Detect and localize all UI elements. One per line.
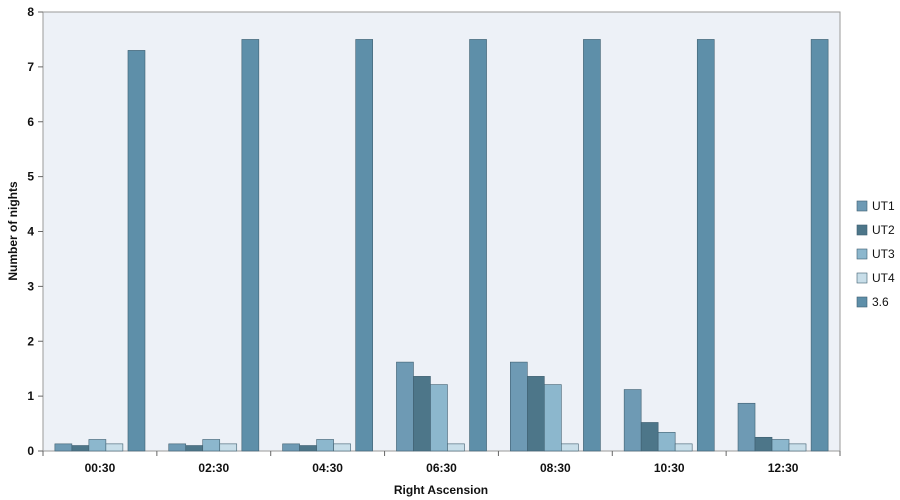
y-tick-label: 6 <box>27 115 34 129</box>
y-tick-label: 5 <box>27 170 34 184</box>
bar-UT1-0030 <box>54 443 73 452</box>
y-tick-label: 1 <box>27 389 34 403</box>
x-tick-label: 02:30 <box>198 461 229 475</box>
bar-UT1-1230 <box>737 402 756 452</box>
bar-UT4-0830 <box>561 443 579 452</box>
x-tick-label: 04:30 <box>312 461 343 475</box>
bar-UT2-0230 <box>185 445 204 452</box>
y-tick-label: 7 <box>27 60 34 74</box>
bar-36-0430 <box>355 39 373 452</box>
bar-UT2-1230 <box>754 436 773 452</box>
bars-group <box>54 39 829 452</box>
x-tick-label: 12:30 <box>768 461 799 475</box>
bar-36-0830 <box>583 39 601 452</box>
bar-UT1-0830 <box>510 361 528 452</box>
x-tick-label: 10:30 <box>654 461 685 475</box>
bar-UT4-0230 <box>219 443 238 452</box>
legend-label: UT1 <box>872 199 895 213</box>
legend-swatch <box>856 200 868 212</box>
legend-swatch <box>856 296 868 308</box>
x-tick-label: 08:30 <box>540 461 571 475</box>
bar-36-0030 <box>127 50 146 452</box>
bar-UT3-0430 <box>316 439 334 452</box>
bar-UT2-0430 <box>299 445 317 452</box>
bar-36-1030 <box>696 39 715 452</box>
bar-UT2-0030 <box>71 445 90 452</box>
legend-label: UT4 <box>872 271 895 285</box>
bar-UT2-0830 <box>527 376 545 452</box>
legend-swatch <box>856 224 868 236</box>
bar-UT3-0830 <box>544 384 562 452</box>
y-axis-title: Number of nights <box>6 181 20 281</box>
y-tick-label: 0 <box>27 444 34 458</box>
y-axis: 0 1 2 3 4 5 6 7 8 <box>27 5 43 458</box>
y-tick-label: 3 <box>27 279 34 293</box>
legend-label: UT3 <box>872 247 895 261</box>
bar-UT3-1230 <box>771 439 790 452</box>
legend: UT1 UT2 UT3 UT4 3.6 <box>856 199 895 309</box>
x-tick-label: 00:30 <box>85 461 116 475</box>
bar-UT3-0030 <box>88 439 107 452</box>
bar-UT2-0630 <box>413 376 431 452</box>
legend-label: 3.6 <box>872 295 889 309</box>
bar-36-0630 <box>469 39 487 452</box>
bar-UT1-1030 <box>623 389 642 452</box>
bar-UT1-0230 <box>168 443 187 452</box>
bar-UT3-0630 <box>430 384 448 452</box>
bar-UT2-1030 <box>640 422 659 452</box>
bar-UT4-0430 <box>333 443 351 452</box>
bar-UT4-1230 <box>788 443 807 452</box>
bar-UT4-0030 <box>105 443 124 452</box>
legend-swatch <box>856 248 868 260</box>
bar-UT3-1030 <box>657 432 676 452</box>
legend-label: UT2 <box>872 223 895 237</box>
bar-UT1-0630 <box>396 361 414 452</box>
bar-UT4-1030 <box>674 443 693 452</box>
y-tick-label: 2 <box>27 334 34 348</box>
bar-UT1-0430 <box>282 443 300 452</box>
bar-36-0230 <box>241 39 260 452</box>
legend-swatch <box>856 272 868 284</box>
x-axis-title: Right Ascension <box>394 483 488 497</box>
x-axis: 00:30 02:30 04:30 06:30 08:30 10:30 12:30 <box>42 451 841 475</box>
bar-UT3-0230 <box>202 439 221 452</box>
y-tick-label: 4 <box>27 225 34 239</box>
bar-UT4-0630 <box>447 443 465 452</box>
bar-36-1230 <box>810 39 829 452</box>
x-tick-label: 06:30 <box>426 461 457 475</box>
y-tick-label: 8 <box>27 5 34 19</box>
